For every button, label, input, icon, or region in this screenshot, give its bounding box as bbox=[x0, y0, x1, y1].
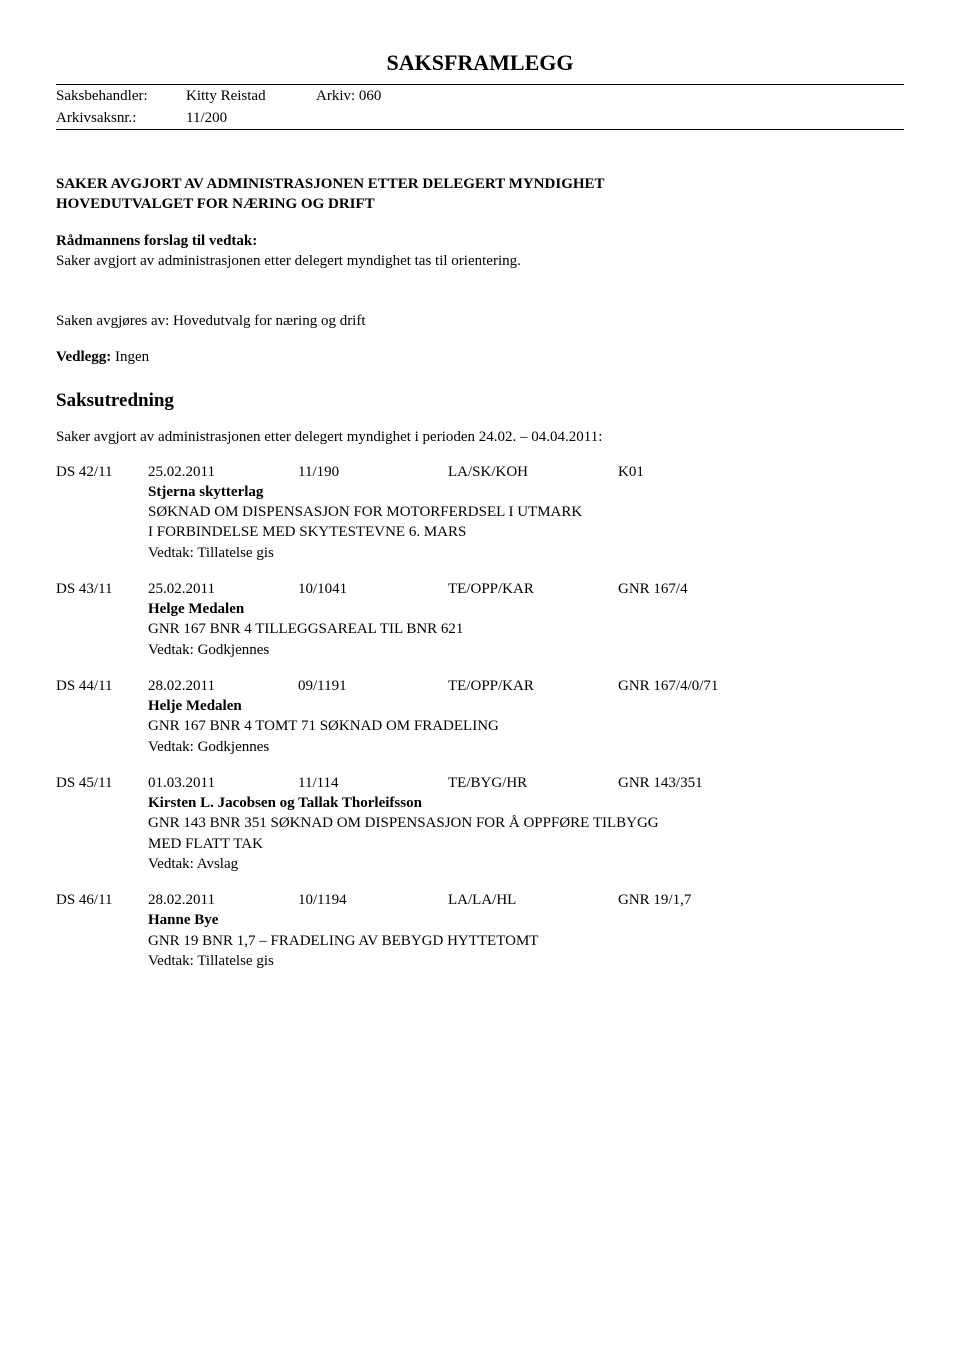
case-decision: Vedtak: Avslag bbox=[148, 854, 904, 874]
case-subject-line: I FORBINDELSE MED SKYTESTEVNE 6. MARS bbox=[148, 522, 904, 542]
case-id: DS 43/11 bbox=[56, 579, 148, 660]
case-id: DS 42/11 bbox=[56, 462, 148, 563]
case-tail: K01 bbox=[618, 462, 644, 482]
case-date: 01.03.2011 bbox=[148, 773, 298, 793]
case-body: 28.02.201110/1194LA/LA/HLGNR 19/1,7Hanne… bbox=[148, 890, 904, 971]
case-party: Helje Medalen bbox=[148, 696, 904, 716]
case-meta-line: 25.02.201110/1041TE/OPP/KARGNR 167/4 bbox=[148, 579, 904, 599]
case-tail: GNR 143/351 bbox=[618, 773, 703, 793]
case-decision: Vedtak: Godkjennes bbox=[148, 640, 904, 660]
case-code: TE/BYG/HR bbox=[448, 773, 618, 793]
case-decision: Vedtak: Godkjennes bbox=[148, 737, 904, 757]
case-party: Stjerna skytterlag bbox=[148, 482, 904, 502]
period-line: Saker avgjort av administrasjonen etter … bbox=[56, 427, 904, 447]
case-subject-line: GNR 19 BNR 1,7 – FRADELING AV BEBYGD HYT… bbox=[148, 931, 904, 951]
case-code: TE/OPP/KAR bbox=[448, 676, 618, 696]
case-meta-line: 25.02.201111/190LA/SK/KOHK01 bbox=[148, 462, 904, 482]
case-meta-line: 01.03.201111/114TE/BYG/HRGNR 143/351 bbox=[148, 773, 904, 793]
case-id: DS 46/11 bbox=[56, 890, 148, 971]
case-ref: 11/114 bbox=[298, 773, 448, 793]
case-body: 25.02.201110/1041TE/OPP/KARGNR 167/4Helg… bbox=[148, 579, 904, 660]
decided-by: Saken avgjøres av: Hovedutvalg for nærin… bbox=[56, 311, 904, 331]
main-heading-line2: HOVEDUTVALGET FOR NÆRING OG DRIFT bbox=[56, 194, 904, 214]
case-date: 28.02.2011 bbox=[148, 890, 298, 910]
case-item: DS 42/1125.02.201111/190LA/SK/KOHK01Stje… bbox=[56, 462, 904, 563]
saksutredning-heading: Saksutredning bbox=[56, 388, 904, 414]
case-date: 28.02.2011 bbox=[148, 676, 298, 696]
document-title: SAKSFRAMLEGG bbox=[56, 48, 904, 78]
case-item: DS 46/1128.02.201110/1194LA/LA/HLGNR 19/… bbox=[56, 890, 904, 971]
header-row1-right: Arkiv: 060 bbox=[316, 84, 904, 107]
case-subject-line: GNR 143 BNR 351 SØKNAD OM DISPENSASJON F… bbox=[148, 813, 904, 833]
case-body: 25.02.201111/190LA/SK/KOHK01Stjerna skyt… bbox=[148, 462, 904, 563]
cases-list: DS 42/1125.02.201111/190LA/SK/KOHK01Stje… bbox=[56, 462, 904, 972]
case-tail: GNR 167/4 bbox=[618, 579, 688, 599]
case-party: Hanne Bye bbox=[148, 910, 904, 930]
case-code: TE/OPP/KAR bbox=[448, 579, 618, 599]
header-row2-label: Arkivsaksnr.: bbox=[56, 107, 186, 130]
case-ref: 11/190 bbox=[298, 462, 448, 482]
case-subject-line: SØKNAD OM DISPENSASJON FOR MOTORFERDSEL … bbox=[148, 502, 904, 522]
case-date: 25.02.2011 bbox=[148, 462, 298, 482]
case-id: DS 45/11 bbox=[56, 773, 148, 874]
case-decision: Vedtak: Tillatelse gis bbox=[148, 951, 904, 971]
case-code: LA/LA/HL bbox=[448, 890, 618, 910]
case-body: 28.02.201109/1191TE/OPP/KARGNR 167/4/0/7… bbox=[148, 676, 904, 757]
case-item: DS 43/1125.02.201110/1041TE/OPP/KARGNR 1… bbox=[56, 579, 904, 660]
case-meta-line: 28.02.201109/1191TE/OPP/KARGNR 167/4/0/7… bbox=[148, 676, 904, 696]
header-row1-value: Kitty Reistad bbox=[186, 84, 316, 107]
case-subject-line: GNR 167 BNR 4 TILLEGGSAREAL TIL BNR 621 bbox=[148, 619, 904, 639]
header-row1-label: Saksbehandler: bbox=[56, 84, 186, 107]
case-item: DS 45/1101.03.201111/114TE/BYG/HRGNR 143… bbox=[56, 773, 904, 874]
proposal-label: Rådmannens forslag til vedtak: bbox=[56, 231, 904, 251]
case-subject-line: GNR 167 BNR 4 TOMT 71 SØKNAD OM FRADELIN… bbox=[148, 716, 904, 736]
case-meta-line: 28.02.201110/1194LA/LA/HLGNR 19/1,7 bbox=[148, 890, 904, 910]
case-id: DS 44/11 bbox=[56, 676, 148, 757]
case-ref: 09/1191 bbox=[298, 676, 448, 696]
case-ref: 10/1194 bbox=[298, 890, 448, 910]
header-row2-value: 11/200 bbox=[186, 107, 316, 130]
main-heading-line1: SAKER AVGJORT AV ADMINISTRASJONEN ETTER … bbox=[56, 174, 904, 194]
proposal-text: Saker avgjort av administrasjonen etter … bbox=[56, 251, 904, 271]
case-item: DS 44/1128.02.201109/1191TE/OPP/KARGNR 1… bbox=[56, 676, 904, 757]
case-tail: GNR 19/1,7 bbox=[618, 890, 691, 910]
header-table: Saksbehandler: Kitty Reistad Arkiv: 060 … bbox=[56, 84, 904, 131]
case-date: 25.02.2011 bbox=[148, 579, 298, 599]
attachments-label: Vedlegg: bbox=[56, 349, 111, 365]
case-party: Kirsten L. Jacobsen og Tallak Thorleifss… bbox=[148, 793, 904, 813]
case-tail: GNR 167/4/0/71 bbox=[618, 676, 718, 696]
case-body: 01.03.201111/114TE/BYG/HRGNR 143/351Kirs… bbox=[148, 773, 904, 874]
case-ref: 10/1041 bbox=[298, 579, 448, 599]
main-heading: SAKER AVGJORT AV ADMINISTRASJONEN ETTER … bbox=[56, 174, 904, 215]
case-party: Helge Medalen bbox=[148, 599, 904, 619]
attachments-value: Ingen bbox=[115, 349, 149, 365]
case-subject-line: MED FLATT TAK bbox=[148, 834, 904, 854]
case-decision: Vedtak: Tillatelse gis bbox=[148, 543, 904, 563]
case-code: LA/SK/KOH bbox=[448, 462, 618, 482]
